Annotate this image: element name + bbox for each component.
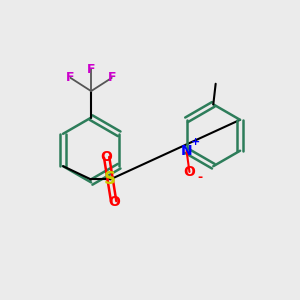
Text: F: F (66, 71, 75, 84)
Text: O: O (184, 165, 195, 179)
Text: F: F (87, 62, 95, 76)
Text: S: S (104, 170, 116, 188)
Text: O: O (108, 194, 120, 208)
Text: -: - (197, 171, 202, 184)
Text: +: + (191, 137, 200, 148)
Text: N: N (181, 144, 192, 158)
Text: F: F (107, 71, 116, 84)
Text: O: O (101, 150, 112, 164)
